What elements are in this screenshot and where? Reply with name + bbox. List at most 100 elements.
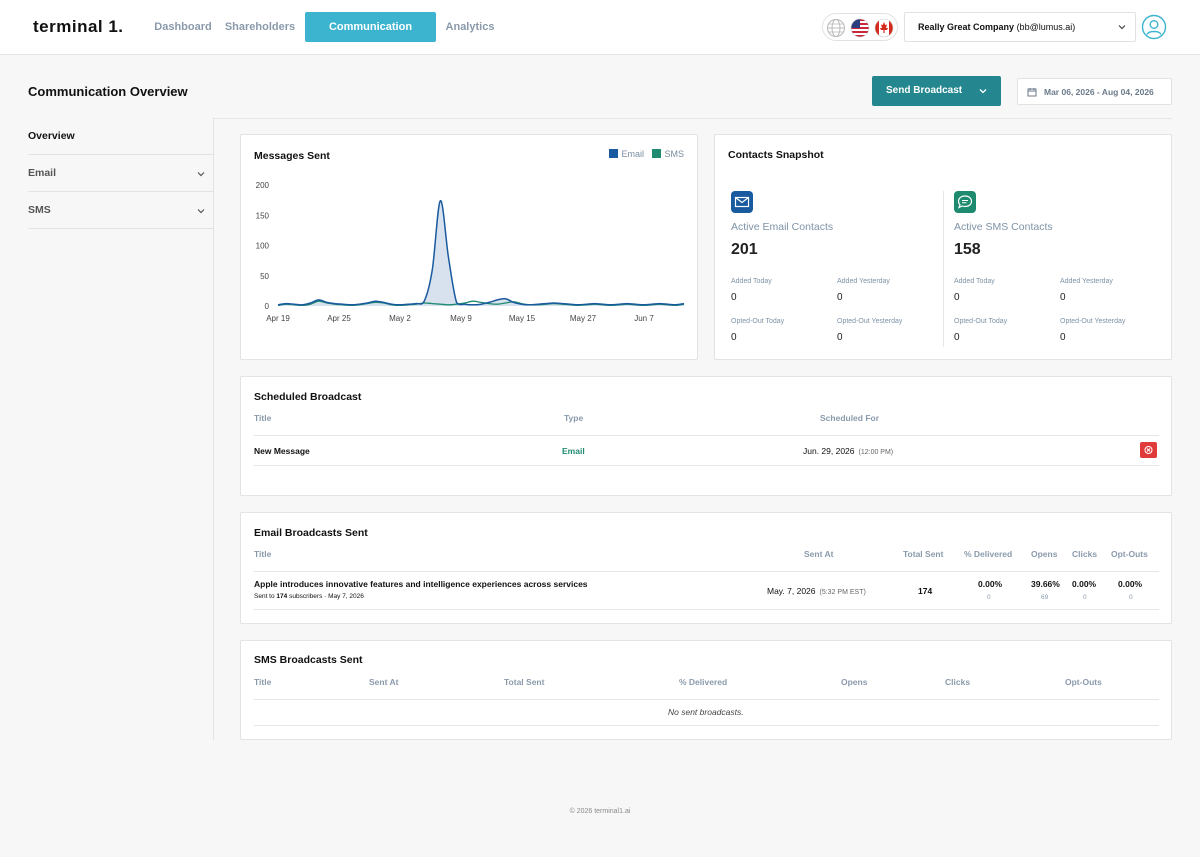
y-tick-label: 150 bbox=[256, 211, 270, 220]
y-tick-label: 200 bbox=[256, 181, 270, 190]
messages-sent-chart: 0 50 100 150 200 Apr 19 Apr 25 May 2 May 9 May 15… bbox=[256, 181, 685, 323]
tab-dashboard[interactable]: Dashboard bbox=[154, 21, 212, 33]
email-row-sub-prefix: Sent to bbox=[254, 593, 275, 600]
sidebar-item-overview[interactable]: Overview bbox=[28, 118, 213, 155]
email-broadcasts-card: Email Broadcasts Sent Title Sent At Tota… bbox=[240, 512, 1172, 624]
table-divider bbox=[254, 465, 1159, 466]
cancel-broadcast-button[interactable] bbox=[1140, 442, 1157, 458]
header-divider bbox=[214, 118, 1172, 119]
column-header-type: Type bbox=[564, 413, 584, 423]
top-navigation: terminal 1. Dashboard Shareholders Commu… bbox=[0, 0, 1200, 55]
globe-icon[interactable] bbox=[826, 18, 846, 38]
x-tick-label: Apr 25 bbox=[327, 314, 351, 323]
canada-flag-icon[interactable] bbox=[874, 18, 894, 38]
chevron-down-icon bbox=[979, 89, 987, 94]
sms-added-yesterday-label: Added Yesterday bbox=[1060, 278, 1113, 285]
us-flag-icon[interactable] bbox=[850, 18, 870, 38]
language-selector bbox=[822, 13, 898, 41]
email-optout-yesterday-label: Opted-Out Yesterday bbox=[837, 318, 903, 325]
scheduled-row-type: Email bbox=[562, 446, 585, 456]
column-header-total-sent: Total Sent bbox=[504, 677, 545, 687]
email-broadcasts-title: Email Broadcasts Sent bbox=[254, 527, 368, 539]
company-name: Really Great Company bbox=[918, 22, 1015, 32]
series-area-email bbox=[278, 200, 684, 306]
chevron-down-icon bbox=[197, 209, 205, 214]
sms-optout-yesterday-label: Opted-Out Yesterday bbox=[1060, 318, 1126, 325]
table-divider bbox=[254, 725, 1159, 726]
messages-sent-card: Messages Sent Email SMS 0 50 100 150 200 Apr … bbox=[240, 134, 698, 360]
column-header-sent-at: Sent At bbox=[804, 549, 834, 559]
sms-contacts-count: 158 bbox=[954, 241, 981, 258]
contacts-divider bbox=[943, 191, 944, 347]
table-divider bbox=[254, 699, 1159, 700]
sidebar-item-label: Overview bbox=[28, 130, 75, 142]
contacts-snapshot-card: Contacts Snapshot Active Email Contacts … bbox=[714, 134, 1172, 360]
chart-legend: Email SMS bbox=[603, 149, 684, 159]
email-row-optouts: 0.00% bbox=[1118, 579, 1143, 589]
email-sent-time: (5:32 PM EST) bbox=[819, 589, 866, 596]
email-row-subtitle: Sent to 174 subscribers · May 7, 2026 bbox=[254, 593, 364, 600]
email-added-yesterday-value: 0 bbox=[837, 292, 843, 303]
email-row-total: 174 bbox=[918, 586, 933, 596]
legend-sms[interactable]: SMS bbox=[652, 149, 684, 159]
scheduled-broadcast-card: Scheduled Broadcast Title Type Scheduled… bbox=[240, 376, 1172, 496]
send-broadcast-button[interactable]: Send Broadcast bbox=[872, 76, 1001, 106]
sms-added-yesterday-value: 0 bbox=[1060, 292, 1066, 303]
legend-swatch-sms bbox=[652, 149, 662, 158]
x-tick-label: May 2 bbox=[389, 314, 411, 323]
column-header-opens: Opens bbox=[841, 677, 868, 687]
column-header-sent-at: Sent At bbox=[369, 677, 399, 687]
column-header-total-sent: Total Sent bbox=[903, 549, 944, 559]
tab-communication[interactable]: Communication bbox=[305, 12, 436, 42]
x-tick-label: May 27 bbox=[570, 314, 597, 323]
email-row-title: Apple introduces innovative features and… bbox=[254, 579, 588, 589]
email-row-sub-count: 174 bbox=[276, 593, 288, 600]
sms-optout-today-value: 0 bbox=[954, 332, 960, 343]
scheduled-row-title: New Message bbox=[254, 446, 310, 456]
email-row-opens-count: 69 bbox=[1041, 594, 1049, 601]
column-header-opt-outs: Opt-Outs bbox=[1111, 549, 1148, 559]
legend-label-email: Email bbox=[621, 149, 644, 159]
empty-state-message: No sent broadcasts. bbox=[668, 707, 744, 717]
table-divider bbox=[254, 609, 1159, 610]
sidebar-item-sms[interactable]: SMS bbox=[28, 192, 213, 229]
x-tick-label: May 9 bbox=[450, 314, 472, 323]
tab-shareholders[interactable]: Shareholders bbox=[224, 21, 296, 33]
email-row-opens: 39.66% bbox=[1031, 579, 1060, 589]
column-header-delivered: % Delivered bbox=[679, 677, 728, 687]
x-tick-label: May 15 bbox=[509, 314, 536, 323]
chevron-down-icon bbox=[1118, 25, 1126, 30]
sms-broadcasts-card: SMS Broadcasts Sent Title Sent At Total … bbox=[240, 640, 1172, 740]
column-header-delivered: % Delivered bbox=[964, 549, 1013, 559]
sidebar-item-email[interactable]: Email bbox=[28, 155, 213, 192]
user-icon[interactable] bbox=[1141, 14, 1167, 40]
y-tick-label: 100 bbox=[256, 242, 270, 251]
legend-email[interactable]: Email bbox=[609, 149, 644, 159]
tab-analytics[interactable]: Analytics bbox=[445, 21, 495, 33]
column-header-title: Title bbox=[254, 677, 272, 687]
footer-copyright: © 2026 terminal1.ai bbox=[569, 808, 631, 815]
table-divider bbox=[254, 435, 1159, 436]
column-header-title: Title bbox=[254, 413, 272, 423]
company-selector[interactable]: Really Great Company (bb@lumus.ai) bbox=[904, 12, 1136, 42]
send-broadcast-label: Send Broadcast bbox=[886, 85, 963, 96]
x-tick-label: Apr 19 bbox=[266, 314, 290, 323]
contacts-snapshot-title: Contacts Snapshot bbox=[728, 149, 824, 161]
date-range-text: Mar 06, 2026 - Aug 04, 2026 bbox=[1044, 87, 1154, 97]
sidebar-item-label: SMS bbox=[28, 204, 51, 216]
sms-broadcasts-title: SMS Broadcasts Sent bbox=[254, 654, 363, 666]
email-optout-today-value: 0 bbox=[731, 332, 737, 343]
sidebar-item-label: Email bbox=[28, 167, 57, 179]
email-added-today-value: 0 bbox=[731, 292, 737, 303]
date-range-picker[interactable]: Mar 06, 2026 - Aug 04, 2026 bbox=[1017, 78, 1172, 105]
legend-swatch-email bbox=[609, 149, 619, 158]
company-email: (bb@lumus.ai) bbox=[1016, 22, 1076, 32]
app-logo[interactable]: terminal 1. bbox=[33, 17, 124, 36]
email-row-clicks-count: 0 bbox=[1083, 594, 1087, 601]
email-optout-today-label: Opted-Out Today bbox=[731, 318, 785, 325]
column-header-opens: Opens bbox=[1031, 549, 1058, 559]
sidebar-divider bbox=[213, 118, 214, 740]
sidebar: Overview Email SMS bbox=[28, 118, 213, 229]
email-row-clicks: 0.00% bbox=[1072, 579, 1097, 589]
sms-added-today-label: Added Today bbox=[954, 278, 995, 285]
